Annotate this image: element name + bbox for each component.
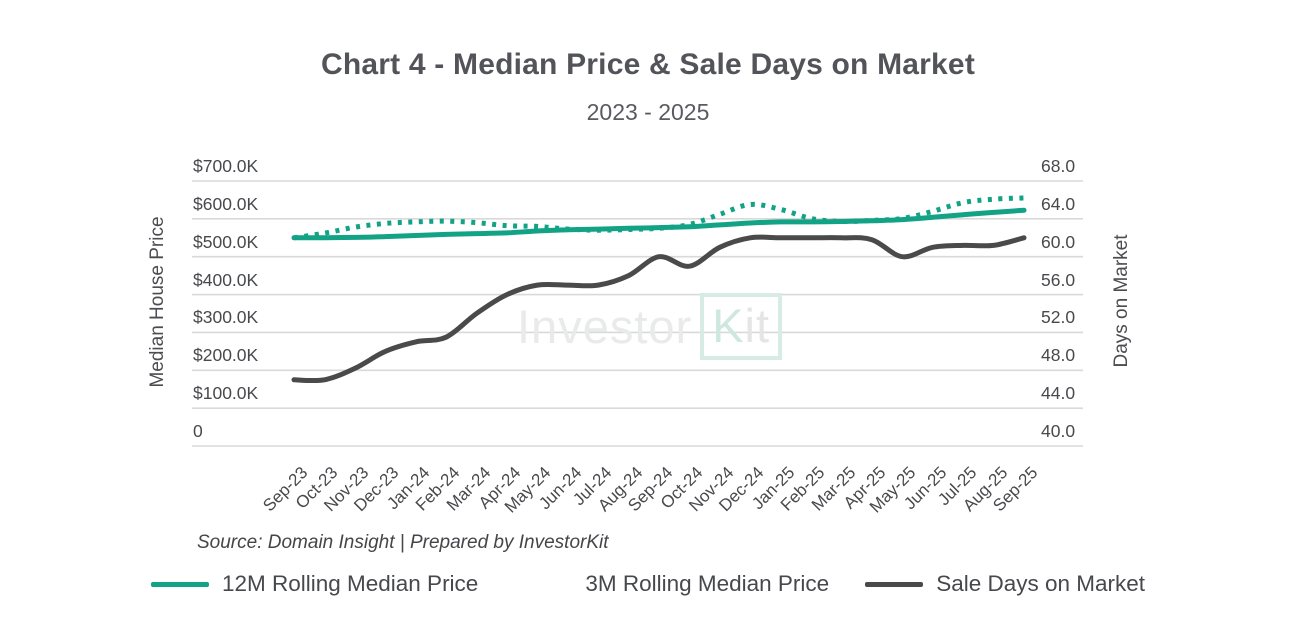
left-axis-tick-label: $700.0K bbox=[193, 156, 259, 176]
chart-subtitle: 2023 - 2025 bbox=[586, 99, 710, 125]
chart-title: Chart 4 - Median Price & Sale Days on Ma… bbox=[320, 48, 976, 81]
left-axis-tick-label: $400.0K bbox=[193, 269, 259, 290]
right-axis-tick-label: 56.0 bbox=[1041, 269, 1076, 290]
legend: 12M Rolling Median Price 3M Rolling Medi… bbox=[0, 571, 1296, 597]
left-axis-tick-label: $300.0K bbox=[193, 307, 259, 328]
right-axis-tick-label: 44.0 bbox=[1041, 383, 1076, 404]
legend-item-days: Sale Days on Market bbox=[865, 571, 1145, 597]
legend-label: 3M Rolling Median Price bbox=[585, 571, 830, 596]
legend-item-12m: 12M Rolling Median Price bbox=[150, 571, 479, 597]
left-axis-tick-label: $200.0K bbox=[193, 345, 259, 366]
right-axis-tick-label: 40.0 bbox=[1041, 421, 1076, 441]
right-axis-tick-label: 48.0 bbox=[1041, 345, 1076, 366]
right-axis-tick-label: 52.0 bbox=[1041, 307, 1076, 328]
legend-swatch-days-solid-line bbox=[865, 581, 924, 587]
legend-item-3m: 3M Rolling Median Price bbox=[514, 571, 829, 597]
left-axis-tick-label: $600.0K bbox=[193, 193, 259, 214]
left-axis-tick-label: $100.0K bbox=[193, 383, 259, 404]
right-axis-tick-label: 60.0 bbox=[1041, 231, 1076, 252]
series-line-sale-days-on-market bbox=[291, 234, 1027, 384]
right-axis-tick-label: 68.0 bbox=[1041, 156, 1076, 176]
legend-label: Sale Days on Market bbox=[936, 571, 1146, 596]
series-line-12m-rolling-median-price bbox=[291, 207, 1027, 241]
right-axis-tick-label: 64.0 bbox=[1041, 193, 1076, 214]
legend-swatch-3m-dotted-line bbox=[514, 582, 572, 587]
legend-swatch-12m-solid-line bbox=[150, 581, 209, 587]
left-axis-tick-label: $500.0K bbox=[193, 231, 259, 252]
legend-label: 12M Rolling Median Price bbox=[221, 571, 479, 596]
source-note: Source: Domain Insight | Prepared by Inv… bbox=[197, 532, 609, 553]
left-axis-tick-label: 0 bbox=[193, 421, 203, 441]
